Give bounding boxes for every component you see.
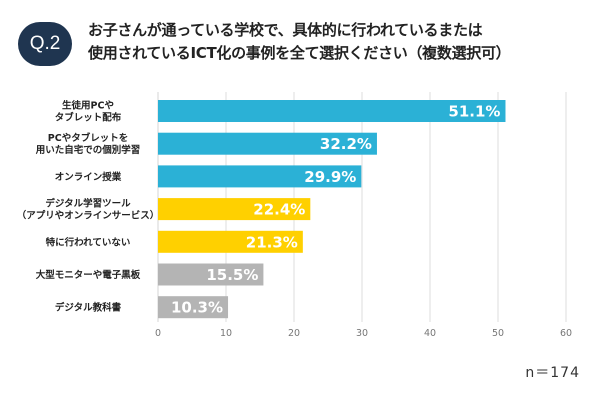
- chart-title-line-1: お子さんが通っている学校で、具体的に行われているまたは: [88, 21, 483, 39]
- x-tick-label: 50: [492, 328, 504, 339]
- bar-value-label: 15.5%: [206, 266, 258, 284]
- bar-layer: 51.1% 32.2% 29.9% 22.4% 21.3% 15.5% 10.3%: [158, 100, 506, 319]
- x-tick-label: 30: [356, 328, 368, 339]
- category-label-line: （アプリやオンラインサービス）: [17, 210, 160, 222]
- category-labels: 生徒用PCやタブレット配布PCやタブレットを用いた自宅での個別学習オンライン授業…: [17, 100, 160, 314]
- x-tick-label: 40: [424, 328, 436, 339]
- bar-value-label: 32.2%: [320, 135, 372, 153]
- chart-title-line-2: 使用されているICT化の事例を全て選択ください（複数選択可）: [88, 44, 511, 62]
- bar: [158, 100, 506, 122]
- bar-value-label: 51.1%: [448, 103, 500, 121]
- bar: [158, 165, 362, 188]
- category-label-line: タブレット配布: [55, 112, 122, 124]
- category-label-line: 大型モニターや電子黒板: [36, 269, 141, 281]
- category-label: オンライン授業: [55, 171, 122, 183]
- question-badge: Q.2: [18, 22, 72, 66]
- bar: [158, 296, 229, 319]
- category-label-line: オンライン授業: [55, 171, 122, 183]
- bar: [158, 198, 311, 221]
- category-label-line: デジタル教科書: [55, 302, 122, 314]
- category-label-line: 特に行われていない: [46, 236, 131, 248]
- bar: [158, 132, 377, 155]
- category-label: デジタル学習ツール（アプリやオンラインサービス）: [17, 198, 160, 222]
- category-label-line: PCやタブレットを: [48, 132, 128, 144]
- category-label-line: 用いた自宅での個別学習: [35, 144, 141, 156]
- category-label: 特に行われていない: [46, 236, 131, 248]
- bar-value-label: 21.3%: [246, 233, 298, 251]
- x-tick-label: 0: [155, 328, 161, 339]
- category-label: デジタル教科書: [55, 302, 122, 314]
- x-tick-label: 20: [288, 328, 300, 339]
- x-tick-label: 60: [560, 328, 572, 339]
- bar-value-label: 29.9%: [304, 168, 356, 186]
- sample-size-label: n＝174: [525, 365, 580, 381]
- category-label-line: デジタル学習ツール: [45, 198, 131, 210]
- category-label-line: 生徒用PCや: [62, 100, 114, 112]
- category-label: 大型モニターや電子黒板: [36, 269, 141, 281]
- bar: [158, 263, 264, 286]
- x-tick-label: 10: [220, 328, 232, 339]
- category-label: PCやタブレットを用いた自宅での個別学習: [35, 132, 141, 156]
- x-axis-ticks: 0 10 20 30 40 50 60: [155, 328, 572, 339]
- category-label: 生徒用PCやタブレット配布: [55, 100, 122, 124]
- bar-value-label: 10.3%: [171, 299, 223, 317]
- bar: [158, 230, 303, 253]
- bar-value-label: 22.4%: [253, 201, 305, 219]
